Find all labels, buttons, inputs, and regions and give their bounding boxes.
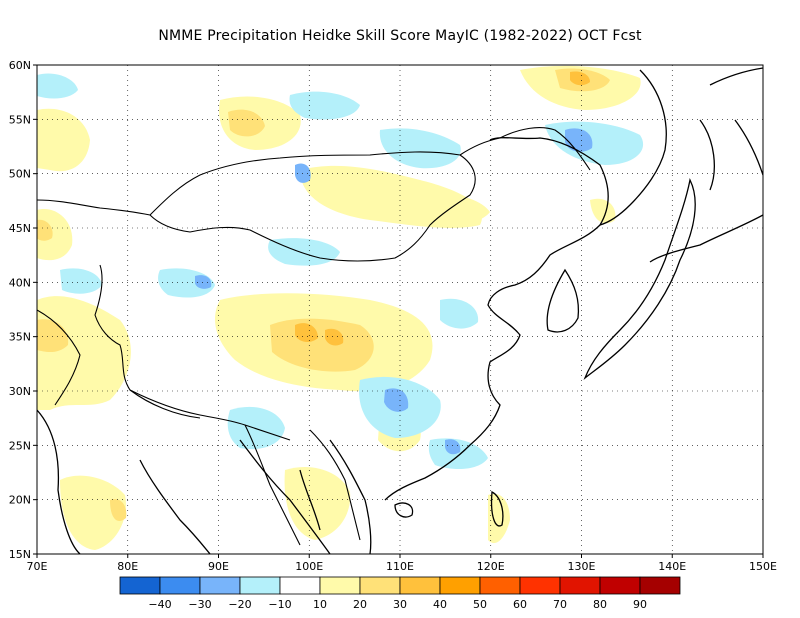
shade-lblue-yunnan — [227, 406, 285, 450]
shade-orange-kaz — [37, 219, 53, 241]
colorbar-swatch — [239, 576, 281, 595]
colorbar-swatch — [279, 576, 321, 595]
coastline-hainan — [394, 502, 414, 518]
lat-tick-label: 20N — [9, 494, 31, 507]
colorbar-swatch — [119, 576, 161, 595]
lat-tick-label: 50N — [9, 168, 31, 181]
lon-tick-label: 140E — [658, 560, 686, 573]
latitude-axis: 15N 20N 25N 30N 35N 40N 45N 50N 55N 60N — [9, 59, 37, 561]
shade-yellow-nchina — [420, 193, 490, 225]
border-kazakh — [37, 199, 151, 216]
colorbar-label: −20 — [228, 598, 251, 611]
shade-orange-siberia — [228, 109, 265, 137]
shade-blue-qinghai — [195, 275, 212, 289]
lat-tick-label: 35N — [9, 331, 31, 344]
shade-blue-china-c — [384, 388, 409, 412]
colorbar-label: 10 — [313, 598, 327, 611]
lat-tick-label: 45N — [9, 222, 31, 235]
gridlines — [37, 65, 763, 554]
colorbar-swatch — [599, 576, 641, 595]
shade-yellow-indochina — [284, 466, 351, 540]
shade-yellow-wsib — [37, 108, 90, 172]
coastline-kamchatka — [649, 119, 763, 263]
skill-shading — [37, 65, 644, 550]
lon-tick-label: 130E — [568, 560, 596, 573]
lat-tick-label: 30N — [9, 385, 31, 398]
coastlines — [37, 67, 763, 554]
colorbar-label: 70 — [553, 598, 567, 611]
lat-tick-label: 55N — [9, 113, 31, 126]
shade-yellow-west — [37, 296, 131, 410]
lat-tick-label: 25N — [9, 439, 31, 452]
colorbar-label: 90 — [633, 598, 647, 611]
lon-tick-label: 90E — [208, 560, 229, 573]
colorbar-swatch — [479, 576, 521, 595]
colorbar-label: 40 — [433, 598, 447, 611]
colorbar-swatch — [639, 576, 681, 595]
colorbar-swatch — [559, 576, 601, 595]
coastline-taiwan — [490, 490, 504, 527]
shade-orange-dark-tibet — [295, 323, 318, 342]
colorbar-label: −40 — [148, 598, 171, 611]
border-russia-china — [459, 127, 591, 171]
shade-blue-china-n — [295, 163, 311, 183]
border-himalaya — [129, 389, 291, 441]
shade-lblue-scs — [428, 438, 488, 470]
colorbar-swatch — [439, 576, 481, 595]
shade-orange-dark-ne — [570, 71, 590, 86]
colorbar-label: 30 — [393, 598, 407, 611]
coastline-east-asia — [384, 137, 609, 501]
shade-blue-scs — [445, 439, 461, 455]
longitude-axis: 70E 80E 90E 100E 110E 120E 130E 140E 150E — [27, 554, 777, 573]
lat-tick-label: 60N — [9, 59, 31, 72]
shade-lblue-tarim — [60, 268, 102, 294]
shade-lblue-w — [37, 73, 78, 99]
shade-yellow-india — [60, 475, 126, 550]
colorbar-label: −30 — [188, 598, 211, 611]
lon-tick-label: 120E — [477, 560, 505, 573]
border-laos-vietnam — [309, 429, 361, 541]
coastline-india — [37, 409, 331, 554]
colorbar-label: 60 — [513, 598, 527, 611]
colorbar-swatch — [319, 576, 361, 595]
chart-title: NMME Precipitation Heidke Skill Score Ma… — [158, 28, 642, 44]
colorbar-swatch — [199, 576, 241, 595]
coastline-russia-far-east — [599, 67, 763, 226]
lon-tick-label: 150E — [749, 560, 777, 573]
lat-tick-label: 40N — [9, 276, 31, 289]
colorbar-swatch — [519, 576, 561, 595]
shade-lblue-korea — [440, 298, 479, 329]
border-china-west — [94, 264, 201, 419]
colorbar-label: 50 — [473, 598, 487, 611]
lon-tick-label: 80E — [117, 560, 138, 573]
border-pakistan — [37, 309, 81, 406]
colorbar-swatch — [159, 576, 201, 595]
shade-orange-dark-tibet2 — [325, 328, 344, 346]
lon-tick-label: 100E — [295, 560, 323, 573]
border-myanmar — [244, 424, 301, 546]
colorbar-legend: −40 −30 −20 −10 10 20 30 40 50 60 70 80 90 — [119, 576, 681, 611]
coastline-korea — [546, 268, 580, 333]
shade-yellow-taiwan — [488, 493, 510, 544]
coastline-japan — [583, 178, 696, 381]
lat-tick-label: 15N — [9, 548, 31, 561]
lon-tick-label: 110E — [386, 560, 414, 573]
lon-tick-label: 70E — [27, 560, 48, 573]
shade-yellow-mideast — [590, 198, 616, 224]
colorbar-label: −10 — [268, 598, 291, 611]
border-mongolia — [149, 151, 476, 262]
shade-lblue-nchina — [379, 128, 461, 169]
borders — [37, 127, 591, 546]
colorbar-label: 80 — [593, 598, 607, 611]
colorbar-swatch — [399, 576, 441, 595]
colorbar-swatch — [359, 576, 401, 595]
shade-lblue-sib — [289, 91, 360, 120]
coastline-indochina — [299, 439, 372, 554]
colorbar-label: 20 — [353, 598, 367, 611]
shade-orange-sw — [110, 499, 127, 521]
